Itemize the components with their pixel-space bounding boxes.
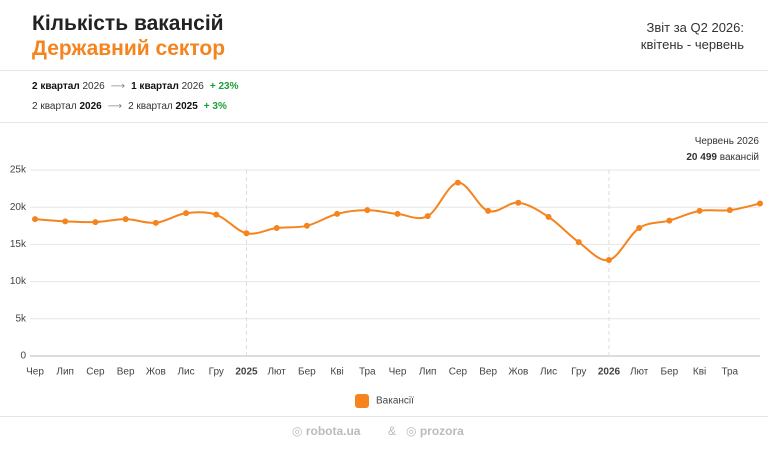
point xyxy=(243,230,250,237)
point xyxy=(726,207,733,214)
y-tick-label: 10k xyxy=(10,276,27,287)
x-tick-label: Лют xyxy=(630,367,649,378)
report-period: Звіт за Q2 2026: xyxy=(646,20,745,35)
x-tick-label: Чер xyxy=(26,367,44,378)
x-tick-label: Вер xyxy=(479,367,497,378)
point xyxy=(605,257,612,264)
point xyxy=(394,210,401,217)
y-tick-label: 5k xyxy=(15,313,27,324)
x-tick-label: Бер xyxy=(661,367,679,378)
point xyxy=(424,213,431,220)
subtitle: Державний сектор xyxy=(32,37,226,60)
x-tick-label: Кві xyxy=(330,367,343,378)
point xyxy=(32,216,38,223)
comparison: 2 квартал 2026 ⟶ 1 квартал 2026 + 23% xyxy=(32,81,239,92)
point xyxy=(62,218,69,225)
report-months: квітень - червень xyxy=(640,37,744,52)
x-tick-label: Лют xyxy=(267,367,286,378)
comparison: 2 квартал 2026 ⟶ 2 квартал 2025 + 3% xyxy=(32,101,227,112)
year: 2026 xyxy=(82,81,105,92)
x-tick-label: 2026 xyxy=(598,367,621,378)
x-tick-label: Жов xyxy=(146,367,166,378)
title: Кількість вакансій xyxy=(32,12,224,35)
y-tick-label: 0 xyxy=(20,351,26,362)
ampersand: & xyxy=(388,424,397,438)
legend-swatch xyxy=(355,394,369,408)
brand: prozora xyxy=(419,424,464,438)
x-tick-label: Кві xyxy=(693,367,706,378)
point xyxy=(545,213,552,220)
point xyxy=(213,211,220,218)
point xyxy=(273,225,280,232)
x-tick-label: Вер xyxy=(117,367,135,378)
point xyxy=(122,216,129,223)
x-tick-label: Бер xyxy=(298,367,316,378)
y-tick-label: 25k xyxy=(10,165,27,176)
y-tick-label: 20k xyxy=(10,202,27,213)
point xyxy=(334,210,341,217)
annotation-title: Червень 2026 xyxy=(694,136,759,147)
point xyxy=(696,207,703,214)
point xyxy=(92,219,99,226)
quarter: 2 квартал xyxy=(128,101,173,112)
brand-logo: ◎ prozora xyxy=(406,424,464,438)
point xyxy=(152,219,159,226)
annotation-unit: вакансій xyxy=(719,152,759,163)
point xyxy=(515,199,522,206)
x-tick-label: Жов xyxy=(508,367,528,378)
brand-logo: ◎ robota.ua xyxy=(292,424,361,438)
divider xyxy=(0,122,768,123)
divider xyxy=(0,70,768,71)
x-tick-label: Гру xyxy=(209,367,224,378)
point xyxy=(485,207,492,214)
divider xyxy=(0,416,768,417)
quarter: 2 квартал xyxy=(32,81,80,92)
quarter: 1 квартал xyxy=(131,81,179,92)
y-tick-label: 15k xyxy=(10,239,27,250)
x-tick-label: Лис xyxy=(540,367,557,378)
point xyxy=(636,225,643,232)
point xyxy=(364,207,371,214)
x-tick-label: Чер xyxy=(389,367,407,378)
year: 2025 xyxy=(175,101,198,112)
point xyxy=(183,210,190,217)
x-tick-label: Тра xyxy=(721,367,738,378)
annotation: Червень 2026 20 499 вакансій xyxy=(686,136,759,163)
x-tick-label: Сер xyxy=(449,367,468,378)
quarter: 2 квартал xyxy=(32,101,77,112)
x-tick-label: Гру xyxy=(571,367,586,378)
change: + 23% xyxy=(209,81,239,92)
point xyxy=(454,179,461,186)
x-tick-label: Лип xyxy=(419,367,437,378)
x-tick-label: Лип xyxy=(56,367,74,378)
point xyxy=(303,222,310,229)
point xyxy=(575,239,582,246)
annotation-value: 20 499 xyxy=(686,152,717,163)
x-tick-label: Сер xyxy=(86,367,105,378)
year: 2026 xyxy=(181,81,204,92)
point xyxy=(757,200,763,207)
change: + 3% xyxy=(203,101,227,112)
year: 2026 xyxy=(79,101,102,112)
line xyxy=(34,181,761,262)
x-tick-label: Тра xyxy=(359,367,376,378)
x-tick-label: 2025 xyxy=(235,367,258,378)
point xyxy=(666,217,673,224)
x-tick-label: Лис xyxy=(177,367,194,378)
legend-label: Вакансії xyxy=(376,396,414,407)
brand: robota.ua xyxy=(305,424,361,438)
